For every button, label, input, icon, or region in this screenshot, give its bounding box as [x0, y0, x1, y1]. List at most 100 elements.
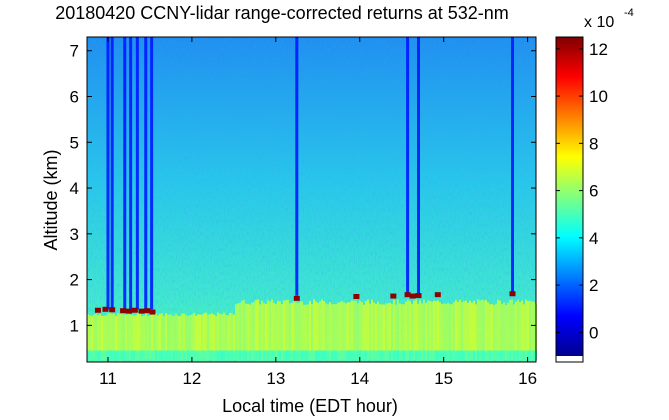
near-surface-cell — [357, 350, 359, 360]
near-surface-cell — [191, 350, 193, 360]
boundary-layer-cell — [401, 304, 403, 351]
boundary-layer-cell — [471, 302, 473, 351]
boundary-layer-cell — [223, 312, 225, 351]
near-surface-cell — [133, 350, 135, 360]
attenuated-column — [106, 37, 110, 310]
boundary-layer-cell — [191, 314, 193, 351]
cloud-base-points — [94, 291, 516, 315]
near-surface-cell — [345, 350, 347, 360]
boundary-layer-cell — [309, 301, 311, 351]
boundary-layer-cell — [277, 300, 279, 351]
near-surface-cell — [423, 350, 425, 360]
near-surface-cell — [257, 350, 259, 360]
near-surface-cell — [343, 350, 345, 360]
near-surface-cell — [325, 350, 327, 360]
boundary-layer-cell — [231, 313, 233, 351]
boundary-layer-cell — [467, 302, 469, 351]
boundary-layer-cell — [413, 300, 415, 351]
near-surface-cell — [447, 350, 449, 360]
x-tick-label: 14 — [350, 369, 369, 388]
x-tick-label: 11 — [99, 369, 117, 388]
boundary-layer-cell — [253, 302, 255, 351]
boundary-layer-cell — [151, 314, 153, 351]
boundary-layer-cell — [175, 313, 177, 351]
near-surface-cell — [443, 350, 445, 360]
boundary-layer-cell — [507, 302, 509, 351]
boundary-layer-cell — [183, 313, 185, 351]
boundary-layer-cell — [523, 304, 525, 351]
cloud-base-point — [353, 294, 360, 299]
boundary-layer-cell — [285, 300, 287, 351]
boundary-layer-cell — [177, 315, 179, 351]
near-surface-cell — [409, 350, 411, 360]
boundary-layer-cell — [213, 314, 215, 351]
boundary-layer-cell — [111, 314, 113, 351]
boundary-layer-cell — [317, 303, 319, 351]
colorbar-tick-label: 4 — [589, 229, 598, 248]
near-surface-cell — [145, 350, 147, 360]
colorbar-tick-label: 0 — [589, 323, 598, 342]
near-surface-cell — [313, 350, 315, 360]
colorbar-tick-label: 2 — [589, 276, 598, 295]
near-surface-cell — [237, 350, 239, 360]
boundary-layer-cell — [485, 300, 487, 351]
boundary-layer-cell — [463, 301, 465, 351]
near-surface-cell — [377, 350, 379, 360]
cloud-base-point — [409, 293, 416, 299]
near-surface-cell — [403, 350, 405, 360]
near-surface-cell — [465, 350, 467, 360]
boundary-layer-cell — [529, 300, 531, 351]
boundary-layer-cell — [121, 313, 123, 351]
colorbar-tick-label: 6 — [589, 182, 598, 201]
boundary-layer-cell — [445, 303, 447, 351]
near-surface-cell — [225, 350, 227, 360]
boundary-layer-cell — [407, 299, 409, 351]
colorbar-ticks: 0 2 4 6 8 10 12 — [556, 40, 608, 342]
near-surface-cell — [269, 350, 271, 360]
near-surface-cell — [315, 350, 317, 360]
cloud-base-point — [149, 309, 156, 315]
boundary-layer-cell — [439, 302, 441, 351]
near-surface-cell — [87, 350, 89, 360]
cloud-base-point — [434, 292, 441, 298]
boundary-layer-cell — [361, 302, 363, 351]
cloud-base-point — [102, 306, 109, 312]
boundary-layer-cell — [181, 313, 183, 351]
boundary-layer-cell — [173, 315, 175, 351]
near-surface-cell — [291, 350, 293, 360]
near-surface-cell — [295, 350, 297, 360]
colorbar-tick-label: 8 — [589, 134, 598, 153]
near-surface-cell — [427, 350, 429, 360]
near-surface-cell — [279, 350, 281, 360]
near-surface-cell — [283, 350, 285, 360]
boundary-layer-cell — [503, 302, 505, 351]
boundary-layer-cell — [229, 312, 231, 351]
boundary-layer-cell — [245, 303, 247, 351]
boundary-layer-cell — [123, 314, 125, 351]
boundary-layer-cell — [269, 301, 271, 351]
near-surface-cell — [489, 350, 491, 360]
near-surface-cell — [297, 350, 299, 360]
boundary-layer-cell — [341, 301, 343, 351]
near-surface-cell — [125, 350, 127, 360]
near-surface-cell — [395, 350, 397, 360]
near-surface-cell — [389, 350, 391, 360]
boundary-layer-cell — [525, 299, 527, 351]
cloud-base-point — [404, 292, 411, 298]
near-surface-cell — [337, 350, 339, 360]
boundary-layer-cell — [153, 314, 155, 351]
near-surface-cell — [273, 350, 275, 360]
boundary-layer-cell — [271, 299, 273, 351]
near-surface-cell — [351, 350, 353, 360]
near-surface-cell — [493, 350, 495, 360]
near-surface-cell — [167, 350, 169, 360]
y-tick-label: 5 — [70, 133, 79, 152]
boundary-layer-cell — [117, 312, 119, 351]
near-surface-cell — [435, 350, 437, 360]
near-surface-cell — [303, 350, 305, 360]
cloud-base-point — [109, 307, 116, 313]
near-surface-cell — [277, 350, 279, 360]
x-tick-label: 15 — [434, 369, 453, 388]
boundary-layer-cell — [265, 303, 267, 351]
near-surface-cell — [219, 350, 221, 360]
